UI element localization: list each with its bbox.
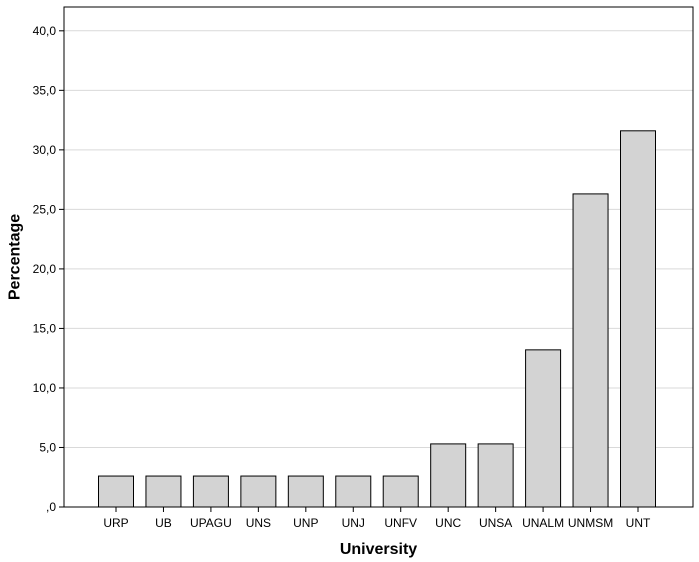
bar-unp (287, 475, 324, 508)
x-tick-label: UNSA (479, 516, 512, 530)
x-tick-label: UB (155, 516, 172, 530)
bar-unj (335, 475, 372, 508)
y-axis-label: Percentage (7, 214, 24, 300)
bar-unt (620, 130, 656, 508)
x-axis-label: University (340, 541, 417, 558)
plot-frame (63, 6, 694, 508)
y-tick-label: 35,0 (33, 83, 57, 97)
y-tick-label: ,0 (46, 500, 56, 514)
bar-unc (430, 443, 467, 508)
bar-unalm (525, 349, 562, 508)
bar-ub (145, 475, 182, 508)
y-tick-label: 25,0 (33, 202, 57, 216)
x-tick-label: UNC (435, 516, 461, 530)
y-axis-ticks: ,0 5,0 10,0 15,0 20,0 25,0 30,0 35,0 40,0 (33, 24, 64, 514)
grid-lines (64, 30, 693, 448)
x-tick-label: UNP (293, 516, 318, 530)
bar-upagu (192, 475, 229, 508)
x-tick-label: URP (103, 516, 128, 530)
y-tick-label: 20,0 (33, 262, 57, 276)
x-tick-label: UNT (626, 516, 651, 530)
x-tick-label: UNFV (384, 516, 417, 530)
bar-uns (240, 475, 277, 508)
x-tick-label: UNS (246, 516, 271, 530)
y-tick-label: 10,0 (33, 381, 57, 395)
y-tick-label: 5,0 (39, 440, 56, 454)
y-tick-label: 15,0 (33, 321, 57, 335)
axes (63, 6, 694, 508)
bar-urp (98, 475, 134, 508)
bars (98, 130, 656, 508)
x-axis-ticks: URP UB UPAGU UNS UNP UNJ UNFV UNC UNSA UNALM UNMSM… (103, 507, 651, 530)
x-tick-label: UNMSM (568, 516, 613, 530)
y-tick-label: 30,0 (33, 143, 57, 157)
x-tick-label: UPAGU (190, 516, 232, 530)
bar-unsa (477, 443, 514, 508)
x-tick-label: UNALM (522, 516, 564, 530)
x-tick-label: UNJ (342, 516, 365, 530)
bar-unmsm (572, 193, 609, 508)
bar-unfv (382, 475, 419, 508)
y-tick-label: 40,0 (33, 24, 57, 38)
